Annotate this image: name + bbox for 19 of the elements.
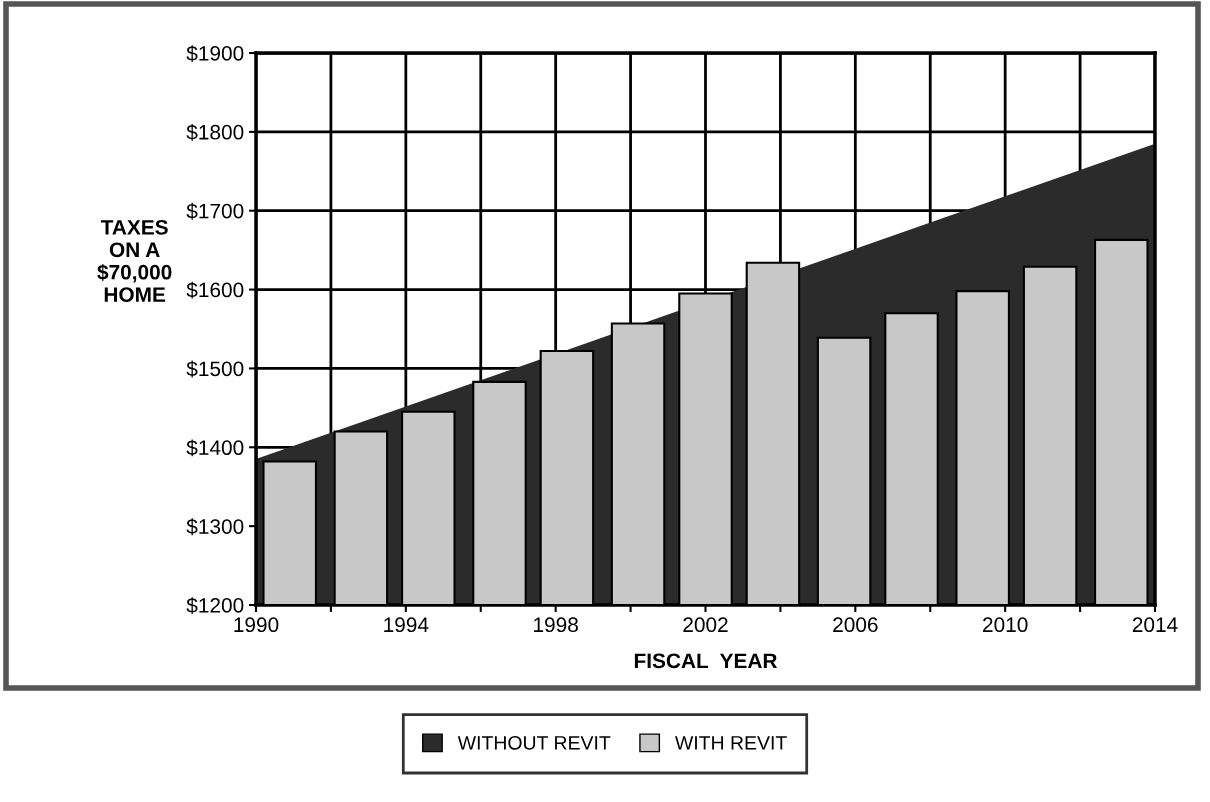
legend-label: WITHOUT REVIT [457,735,611,750]
x-tick-label: 2006 [833,617,878,633]
y-tick-label: $1500 [186,360,244,378]
y-axis-title: TAXES ON A $70,000 HOME [97,219,172,303]
y-tick-label: $1400 [186,439,244,457]
x-tick-label: 1998 [534,617,578,633]
y-tick-label: $1600 [186,281,244,299]
y-tick-label: $1300 [186,518,244,536]
y-tick-label: $1900 [186,45,244,62]
x-tick-label: 2014 [1132,617,1178,633]
x-tick-label: 1994 [384,617,429,633]
y-tick-label: $1200 [186,597,244,614]
y-tick-label: $1700 [186,202,244,220]
x-axis-title: FISCAL YEAR [634,653,778,669]
y-tick-label: $1800 [186,123,244,141]
x-tick-label: 2010 [983,617,1028,633]
x-tick-label: 1990 [234,617,279,633]
legend-label: WITH REVIT [675,736,787,750]
x-tick-label: 2002 [683,617,728,633]
